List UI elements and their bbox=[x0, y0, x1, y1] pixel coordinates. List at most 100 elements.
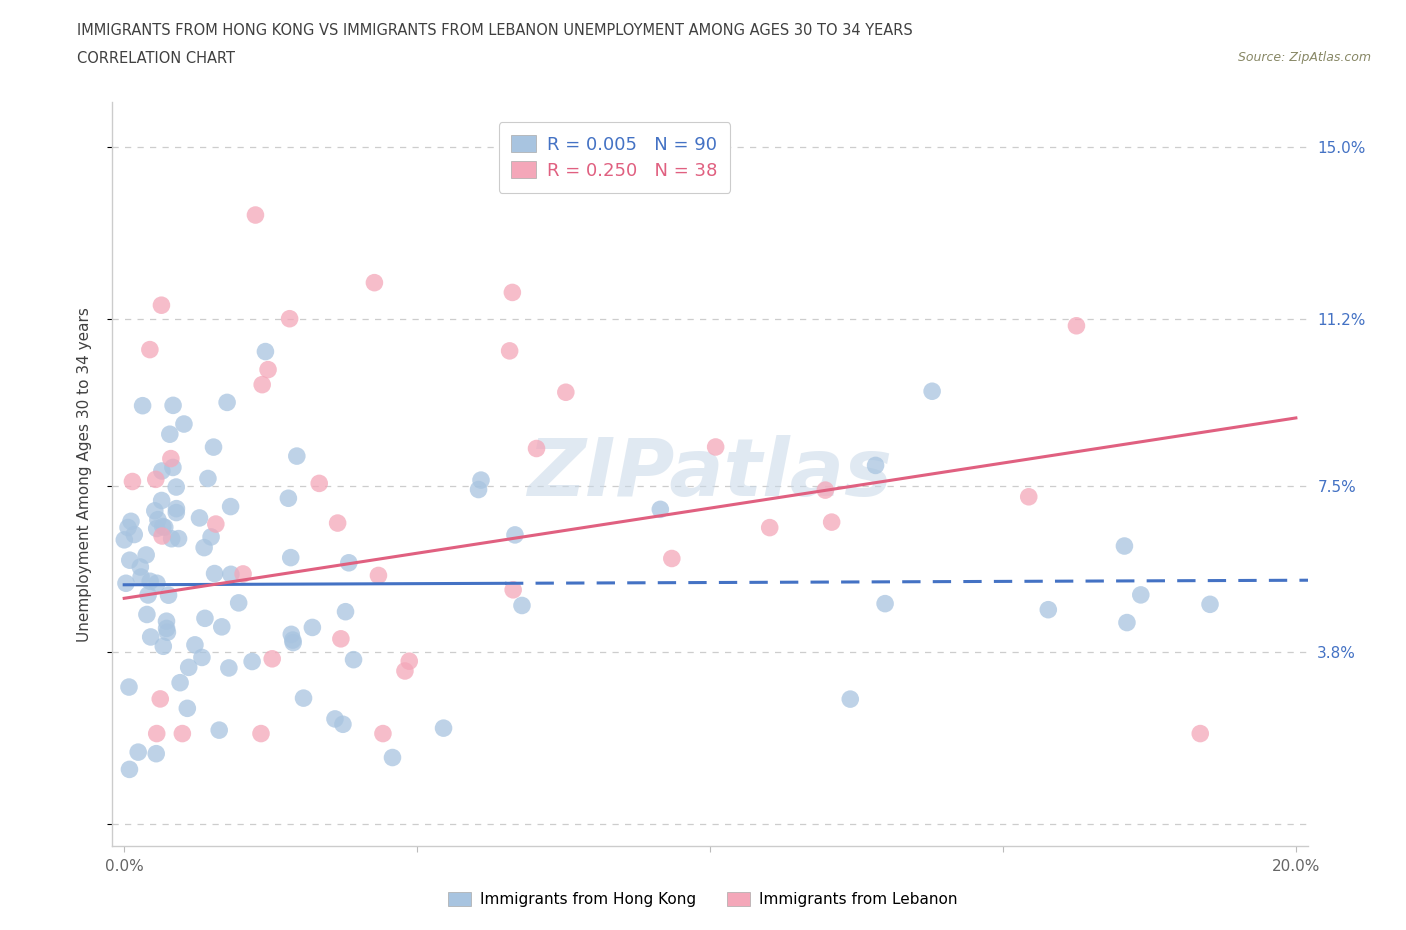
Point bbox=[254, 344, 277, 359]
Point bbox=[159, 427, 181, 442]
Point bbox=[467, 482, 489, 497]
Point bbox=[502, 582, 524, 597]
Point bbox=[145, 472, 167, 486]
Point bbox=[204, 566, 226, 581]
Point bbox=[232, 566, 254, 581]
Point bbox=[367, 568, 389, 583]
Point bbox=[921, 384, 943, 399]
Point bbox=[335, 604, 357, 619]
Point bbox=[118, 552, 141, 567]
Point bbox=[394, 663, 416, 678]
Point bbox=[875, 596, 897, 611]
Point bbox=[503, 527, 526, 542]
Point bbox=[153, 520, 176, 535]
Point bbox=[821, 514, 844, 529]
Point bbox=[191, 650, 214, 665]
Point bbox=[262, 651, 284, 666]
Point bbox=[118, 762, 141, 777]
Point bbox=[197, 471, 219, 485]
Point bbox=[371, 726, 394, 741]
Point bbox=[169, 675, 191, 690]
Point bbox=[342, 652, 364, 667]
Point bbox=[200, 529, 222, 544]
Point bbox=[129, 560, 152, 575]
Legend: Immigrants from Hong Kong, Immigrants from Lebanon: Immigrants from Hong Kong, Immigrants fr… bbox=[440, 884, 966, 915]
Point bbox=[218, 660, 240, 675]
Point bbox=[326, 515, 349, 530]
Point bbox=[278, 312, 301, 326]
Point bbox=[146, 576, 169, 591]
Point bbox=[526, 441, 548, 456]
Point bbox=[1114, 538, 1136, 553]
Point bbox=[122, 527, 145, 542]
Point bbox=[143, 503, 166, 518]
Point bbox=[219, 567, 242, 582]
Point bbox=[865, 458, 887, 472]
Y-axis label: Unemployment Among Ages 30 to 34 years: Unemployment Among Ages 30 to 34 years bbox=[77, 307, 91, 642]
Point bbox=[145, 521, 167, 536]
Point bbox=[758, 520, 780, 535]
Point bbox=[150, 298, 173, 312]
Point bbox=[118, 680, 141, 695]
Point bbox=[205, 516, 228, 531]
Point bbox=[839, 692, 862, 707]
Point bbox=[193, 540, 215, 555]
Point bbox=[337, 555, 360, 570]
Point bbox=[162, 398, 184, 413]
Point bbox=[277, 491, 299, 506]
Point bbox=[217, 395, 239, 410]
Point bbox=[112, 532, 135, 547]
Point bbox=[139, 574, 162, 589]
Point bbox=[165, 480, 187, 495]
Point bbox=[157, 588, 180, 603]
Point bbox=[165, 501, 187, 516]
Point bbox=[283, 635, 305, 650]
Point bbox=[381, 751, 404, 765]
Point bbox=[245, 207, 267, 222]
Point bbox=[145, 746, 167, 761]
Point bbox=[1116, 615, 1139, 630]
Point bbox=[301, 620, 323, 635]
Point bbox=[329, 631, 352, 646]
Point bbox=[292, 691, 315, 706]
Point bbox=[135, 607, 157, 622]
Point bbox=[162, 460, 184, 475]
Point bbox=[160, 451, 183, 466]
Point bbox=[202, 440, 225, 455]
Point bbox=[173, 417, 195, 432]
Point bbox=[219, 499, 242, 514]
Point bbox=[814, 483, 837, 498]
Point bbox=[250, 726, 273, 741]
Point bbox=[155, 614, 177, 629]
Point bbox=[211, 619, 233, 634]
Point bbox=[129, 569, 152, 584]
Text: CORRELATION CHART: CORRELATION CHART bbox=[77, 51, 235, 66]
Point bbox=[155, 621, 177, 636]
Point bbox=[184, 637, 207, 652]
Point bbox=[145, 726, 167, 741]
Point bbox=[363, 275, 385, 290]
Point bbox=[176, 701, 198, 716]
Point bbox=[1066, 318, 1088, 333]
Text: ZIPatlas: ZIPatlas bbox=[527, 435, 893, 513]
Point bbox=[1189, 726, 1212, 741]
Point bbox=[156, 625, 179, 640]
Point bbox=[177, 660, 200, 675]
Point bbox=[160, 531, 183, 546]
Text: IMMIGRANTS FROM HONG KONG VS IMMIGRANTS FROM LEBANON UNEMPLOYMENT AMONG AGES 30 : IMMIGRANTS FROM HONG KONG VS IMMIGRANTS … bbox=[77, 23, 912, 38]
Point bbox=[172, 726, 194, 741]
Point bbox=[150, 493, 173, 508]
Point bbox=[208, 723, 231, 737]
Point bbox=[135, 548, 157, 563]
Point bbox=[149, 692, 172, 707]
Point bbox=[150, 528, 173, 543]
Point bbox=[285, 448, 308, 463]
Point bbox=[152, 519, 174, 534]
Point bbox=[432, 721, 454, 736]
Point bbox=[704, 440, 727, 455]
Point bbox=[323, 711, 346, 726]
Point bbox=[146, 512, 169, 527]
Point bbox=[554, 385, 576, 400]
Point bbox=[131, 398, 153, 413]
Point bbox=[280, 627, 302, 642]
